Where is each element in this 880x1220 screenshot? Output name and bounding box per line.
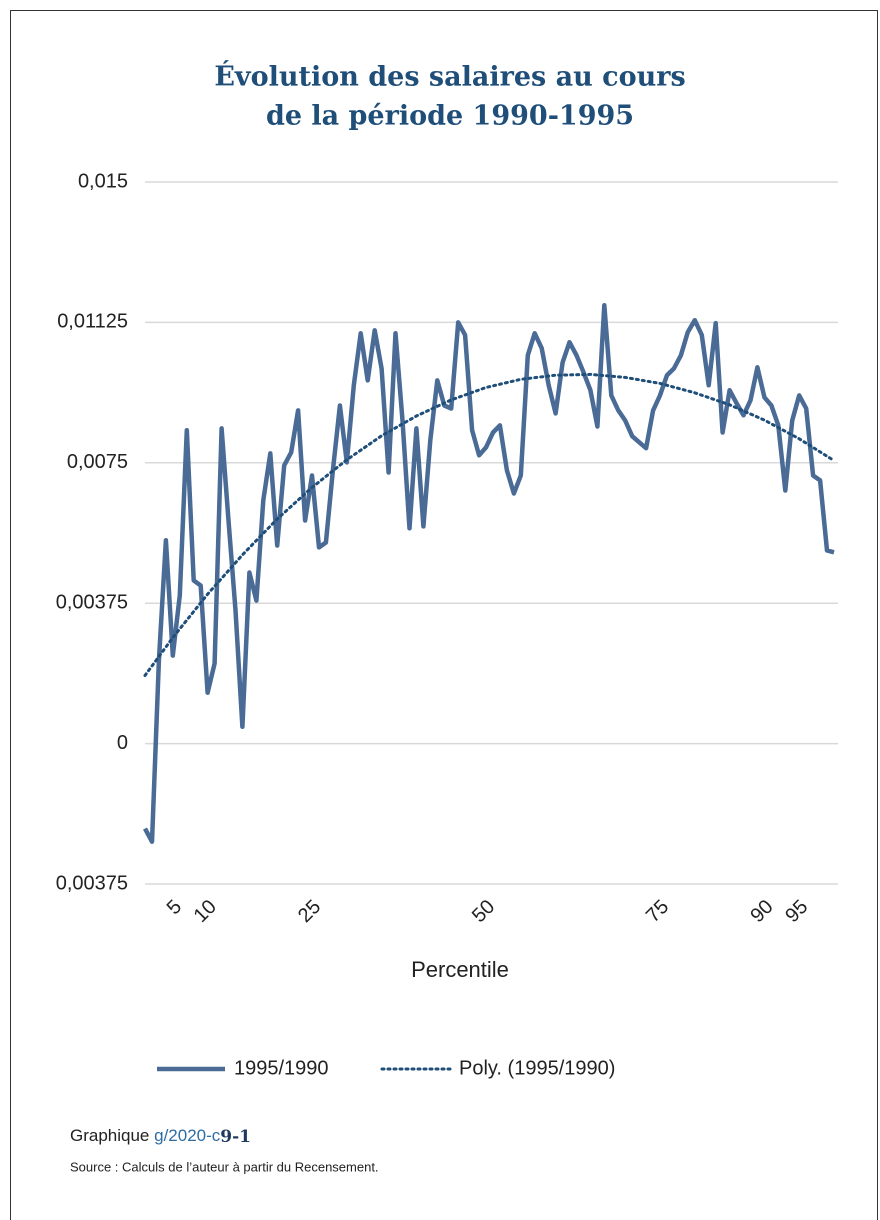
legend-label: Poly. (1995/1990) [459, 1057, 615, 1079]
x-tick-label: 10 [190, 896, 221, 927]
footer-code: g/2020-c [154, 1126, 221, 1145]
x-tick-label: 50 [468, 896, 499, 927]
chart-title: de la période 1990-1995 [266, 101, 634, 132]
x-axis-label: Percentile [411, 957, 509, 982]
x-tick-label: 25 [294, 896, 325, 927]
y-tick-label: 0,00375 [56, 591, 128, 613]
y-tick-label: 0,01125 [57, 311, 128, 333]
source: Source : Calculs de l’auteur à partir du… [70, 1159, 379, 1174]
chart-title: Évolution des salaires au cours [214, 60, 685, 93]
footer-code-bold: 9-1 [220, 1127, 251, 1147]
x-tick-label: 95 [781, 896, 812, 927]
footer: Graphique g/2020-c9-1 [70, 1126, 251, 1146]
x-tick-label: 90 [746, 896, 777, 927]
frame [10, 10, 878, 1220]
y-tick-label: 0 [117, 732, 128, 754]
y-tick-label: 0,0075 [67, 451, 128, 473]
data-line [143, 302, 835, 844]
x-tick-label: 75 [642, 896, 673, 927]
x-tick-label: 5 [163, 896, 186, 919]
legend-label: 1995/1990 [234, 1057, 329, 1079]
y-tick-label: 0,015 [78, 170, 128, 192]
trend-line [143, 372, 836, 677]
footer-prefix: Graphique [70, 1126, 149, 1145]
y-tick-label: 0,00375 [56, 872, 128, 894]
